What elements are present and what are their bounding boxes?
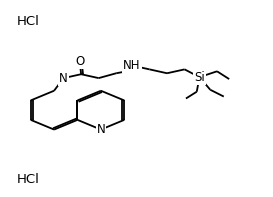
Text: Si: Si [194,71,205,84]
Text: N: N [97,123,105,136]
Text: N: N [59,72,68,85]
Text: HCl: HCl [16,173,39,186]
Text: NH: NH [123,59,141,72]
Text: O: O [75,55,84,68]
Text: N: N [127,59,136,72]
Text: H: H [128,65,136,75]
Text: HCl: HCl [16,15,39,28]
